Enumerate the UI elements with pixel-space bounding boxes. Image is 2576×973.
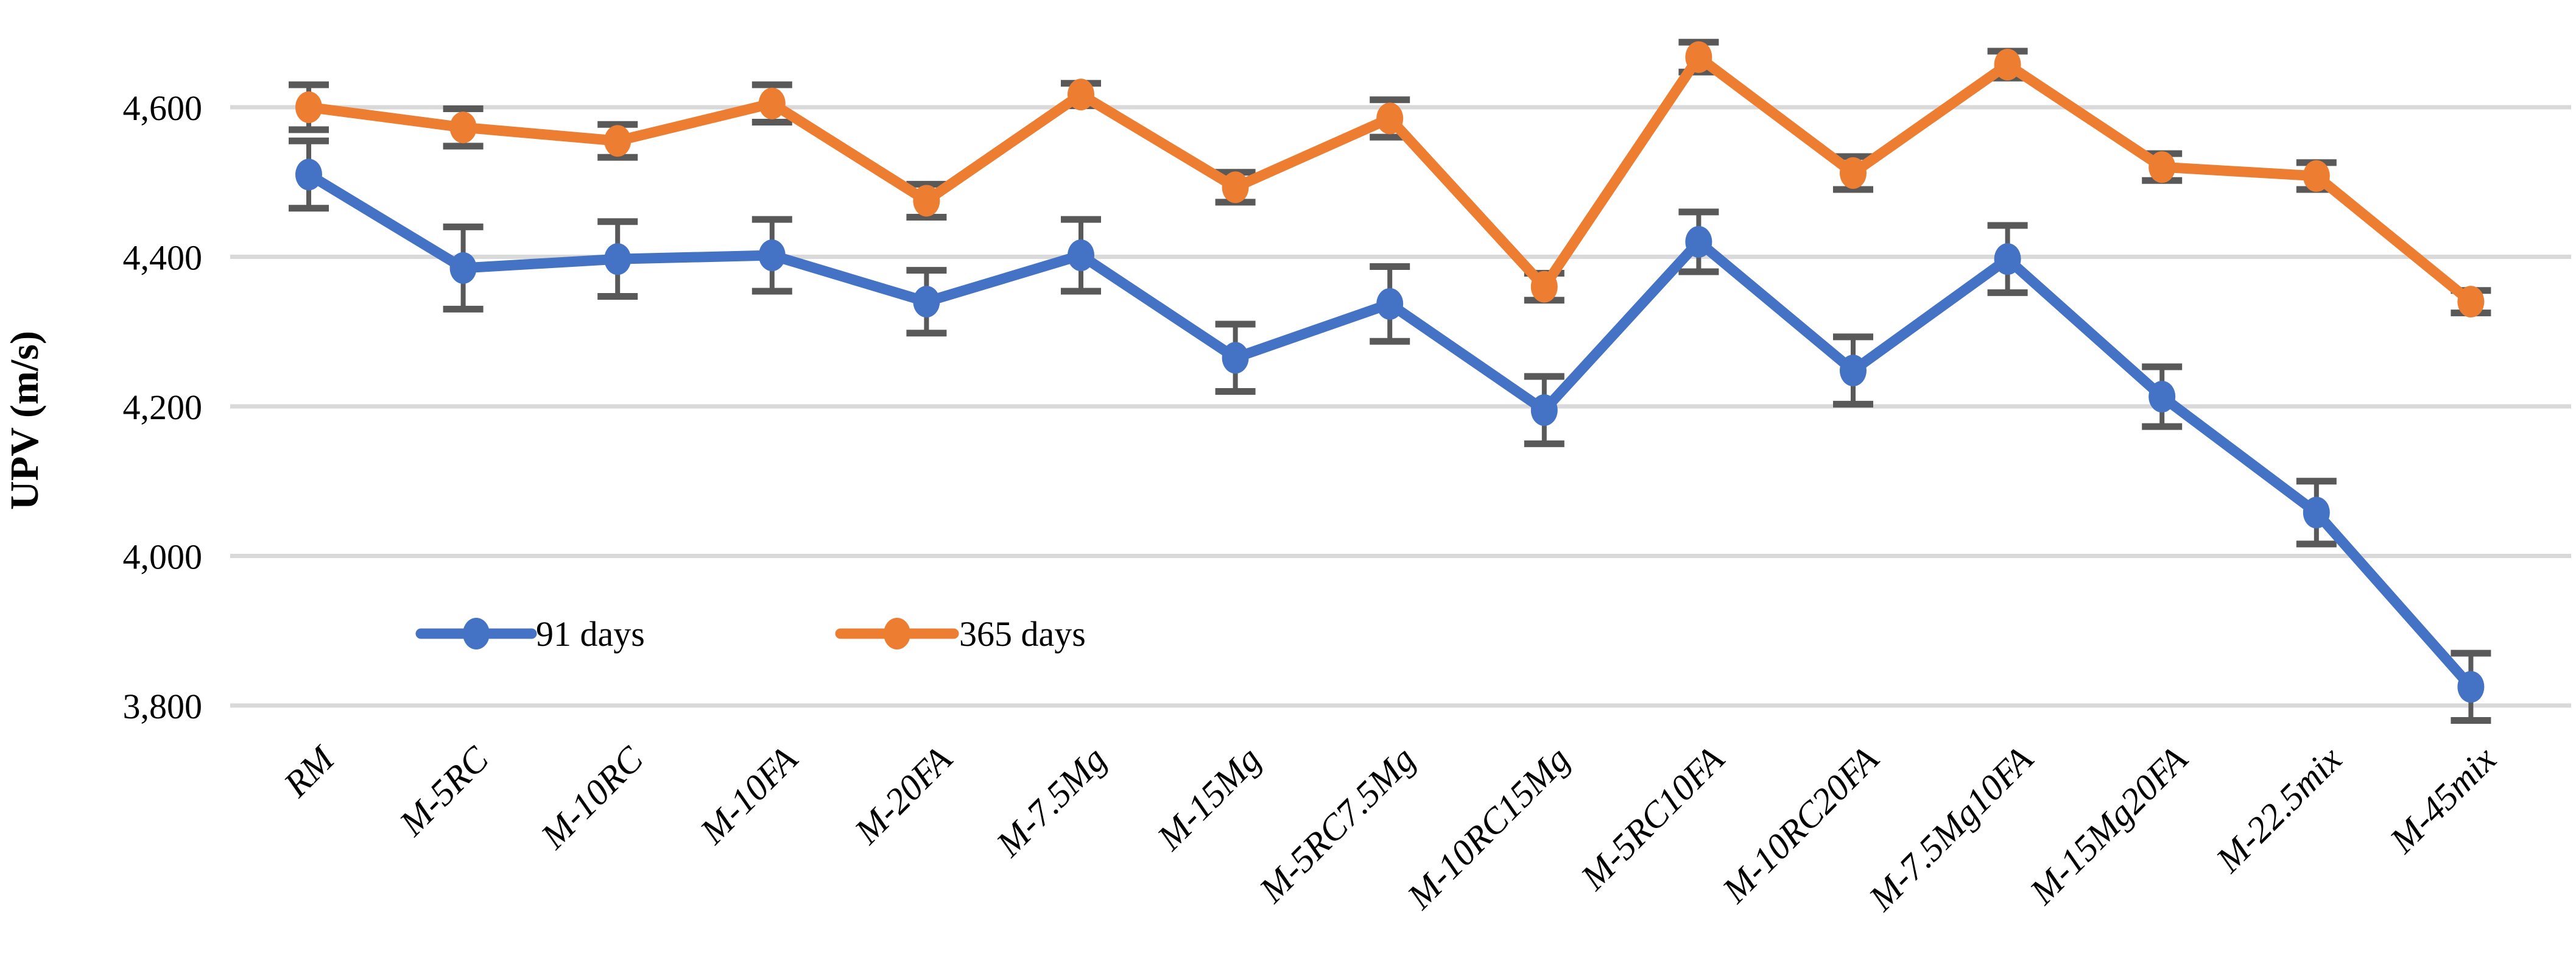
data-point-marker-365-days	[2457, 286, 2485, 318]
data-point-marker-365-days	[604, 125, 632, 157]
data-point-marker-365-days	[1840, 157, 1867, 189]
data-point-marker-365-days	[913, 185, 940, 217]
data-point-marker-91-days	[295, 158, 322, 191]
x-tick-label: M-7.5Mg	[988, 739, 1114, 865]
data-point-marker-91-days	[449, 252, 477, 284]
data-point-marker-365-days	[1222, 171, 1249, 203]
x-tick-label: M-10RC	[533, 738, 651, 857]
y-axis-title: UPV (m/s)	[2, 331, 47, 510]
data-point-marker-91-days	[1685, 225, 1712, 258]
legend-swatch-marker	[463, 618, 490, 649]
data-point-marker-365-days	[2303, 160, 2330, 192]
data-point-marker-91-days	[2303, 497, 2330, 529]
x-tick-label: M-45mix	[2382, 738, 2504, 861]
data-point-marker-365-days	[1685, 41, 1712, 73]
data-point-marker-365-days	[2148, 151, 2176, 183]
data-point-marker-365-days	[1994, 49, 2021, 81]
y-tick-label: 4,200	[123, 387, 203, 427]
data-point-marker-91-days	[1068, 239, 1094, 272]
data-point-marker-91-days	[604, 243, 632, 275]
data-point-marker-91-days	[2148, 381, 2176, 413]
data-point-marker-365-days	[1530, 271, 1558, 303]
data-point-marker-91-days	[1222, 342, 1249, 374]
y-tick-label: 4,400	[123, 238, 203, 278]
y-tick-label: 4,600	[123, 88, 203, 128]
x-tick-label: RM	[276, 737, 343, 805]
y-tick-label: 3,800	[123, 687, 203, 726]
legend-label: 91 days	[536, 614, 645, 654]
y-tick-label: 4,000	[123, 537, 203, 577]
series-line-91-days	[303, 169, 2476, 692]
data-point-marker-91-days	[1840, 355, 1867, 387]
x-tick-label: M-15Mg	[1149, 739, 1269, 858]
x-tick-label: M-5RC	[392, 738, 497, 844]
data-point-marker-91-days	[2457, 671, 2485, 703]
x-tick-label: M-20FA	[846, 738, 960, 852]
data-point-marker-91-days	[1530, 394, 1558, 426]
data-point-marker-91-days	[758, 239, 786, 272]
x-tick-label: M-15Mg20FA	[2022, 738, 2195, 912]
legend-label: 365 days	[959, 614, 1086, 654]
x-tick-label: M-5RC7.5Mg	[1251, 739, 1423, 911]
data-point-marker-365-days	[449, 111, 477, 144]
data-point-marker-91-days	[1994, 243, 2021, 275]
data-point-marker-365-days	[758, 87, 786, 119]
x-tick-label: M-22.5mix	[2208, 738, 2350, 880]
x-tick-label: M-7.5Mg10FA	[1861, 738, 2041, 918]
data-point-marker-91-days	[913, 286, 940, 318]
data-point-marker-91-days	[1376, 288, 1404, 320]
x-tick-label: M-10RC20FA	[1714, 738, 1887, 911]
x-tick-label: M-10FA	[692, 738, 805, 852]
x-tick-label: M-10RC15Mg	[1399, 739, 1577, 917]
data-point-marker-365-days	[1068, 79, 1094, 111]
legend-swatch-marker	[884, 618, 910, 649]
data-point-marker-365-days	[1376, 102, 1404, 135]
data-point-marker-365-days	[295, 91, 322, 123]
x-tick-label: M-5RC10FA	[1573, 738, 1732, 897]
